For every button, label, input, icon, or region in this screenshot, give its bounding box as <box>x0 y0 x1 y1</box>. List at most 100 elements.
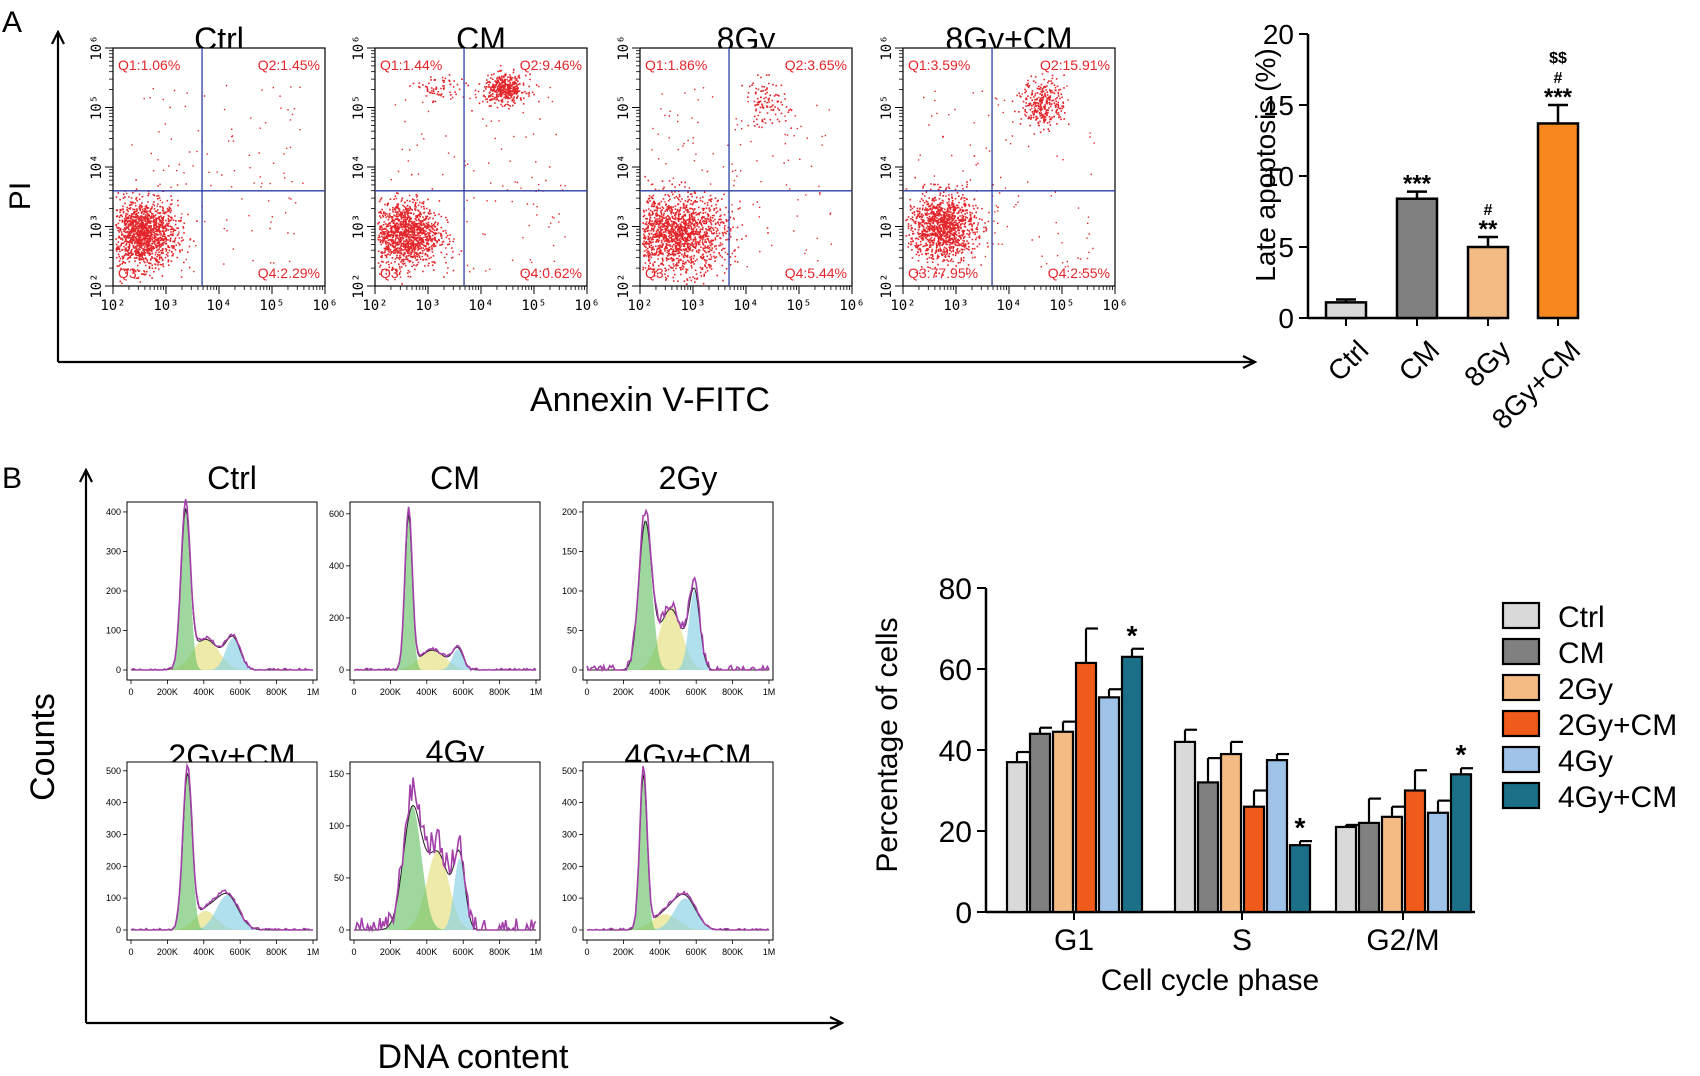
y-tick-label: 10² <box>351 273 367 298</box>
histogram-ytick-label: 500 <box>562 766 577 776</box>
x-tick-label: 10⁶ <box>1102 298 1127 314</box>
chart-b-legend-swatch <box>1501 709 1541 738</box>
histogram-xtick-label: 0 <box>584 947 589 957</box>
x-tick-label: 10⁴ <box>733 298 758 314</box>
quadrant-q4-label: Q4:2.29% <box>258 265 320 281</box>
quadrant-q2-label: Q2:15.91% <box>1040 57 1110 73</box>
histogram-data-line <box>586 508 770 673</box>
quadrant-q2-label: Q2:9.46% <box>520 57 582 73</box>
histogram-xtick-label: 200K <box>380 947 401 957</box>
quadrant-q4-label: Q4:5.44% <box>785 265 847 281</box>
histogram-xtick-label: 800K <box>266 687 287 697</box>
histogram-ytick-label: 400 <box>106 798 121 808</box>
panel-b-y-label: Counts <box>24 693 62 801</box>
flow-plot-4: 8Gy+CM10²10²10³10³10⁴10⁴10⁵10⁵10⁶10⁶Q1:3… <box>879 21 1128 314</box>
histogram-xtick-label: 600K <box>230 947 251 957</box>
y-tick-label: 10⁶ <box>89 35 105 60</box>
histogram-s-phase-fill <box>354 649 536 670</box>
chart-b-xlabel: Cell cycle phase <box>1101 964 1319 997</box>
histogram-ytick-label: 400 <box>562 798 577 808</box>
chart-b-bar-s-4gy <box>1265 759 1289 914</box>
histogram-ytick-label: 150 <box>329 769 344 779</box>
histogram-g2-fill <box>131 895 313 930</box>
histogram-frame <box>126 501 318 681</box>
panel-a-x-label: Annexin V-FITC <box>530 381 770 419</box>
quadrant-q2-label: Q2:3.65% <box>785 57 847 73</box>
y-tick-label: 10² <box>879 273 895 298</box>
y-tick-label: 10² <box>89 273 105 298</box>
histogram-xtick-label: 1M <box>530 947 543 957</box>
flow-plot-1: Ctrl10²10²10³10³10⁴10⁴10⁵10⁵10⁶10⁶Q1:1.0… <box>89 21 338 314</box>
y-tick-label: 10³ <box>879 214 895 239</box>
y-tick-label: 10³ <box>616 214 632 239</box>
histogram-xtick-label: 800K <box>722 947 743 957</box>
x-tick-label: 10⁶ <box>839 298 864 314</box>
histogram-xtick-label: 1M <box>763 687 776 697</box>
late-apoptosis-chart: Late apoptosis (%) 05101520Ctrl***CM**#8… <box>1250 19 1586 435</box>
chart-b-ytick-label: 20 <box>939 816 972 849</box>
chart-b-annotation: * <box>1295 812 1306 843</box>
x-tick-label: 10² <box>627 298 652 314</box>
chart-b-xtick-label: S <box>1232 924 1252 957</box>
x-tick-label: 10³ <box>943 298 968 314</box>
quadrant-q1-label: Q1:1.86% <box>645 57 707 73</box>
chart-b-bar-s-2gycm <box>1242 805 1266 914</box>
x-tick-label: 10⁵ <box>259 298 284 314</box>
histogram-ytick-label: 600 <box>329 509 344 519</box>
histogram-xtick-label: 1M <box>307 947 320 957</box>
panel-a-y-label: PI <box>4 182 37 210</box>
histogram-xtick-label: 400K <box>416 687 437 697</box>
chart-b-bar-g2m-ctrl <box>1334 825 1358 914</box>
quadrant-q1-label: Q1:3.59% <box>908 57 970 73</box>
histogram-ytick-label: 200 <box>562 507 577 517</box>
chart-b-legend-swatch <box>1501 601 1541 630</box>
histogram-xtick-label: 600K <box>686 947 707 957</box>
histogram-ytick-label: 200 <box>106 861 121 871</box>
histogram-ytick-label: 500 <box>106 766 121 776</box>
chart-a-ylabel: Late apoptosis (%) <box>1250 48 1281 281</box>
quadrant-q4-label: Q4:0.62% <box>520 265 582 281</box>
histogram-data-line <box>587 766 770 932</box>
cell-cycle-chart: Percentage of cells Cell cycle phase 0 20… <box>871 573 1677 997</box>
histogram-ytick-label: 50 <box>567 625 577 635</box>
x-tick-label: 10² <box>100 298 125 314</box>
chart-b-bar-s-cm <box>1196 781 1220 914</box>
chart-b-bar-g2m-2gycm <box>1403 789 1427 914</box>
histogram-xtick-label: 400K <box>193 687 214 697</box>
x-tick-label: 10³ <box>415 298 440 314</box>
flow-dot-cloud <box>642 74 832 285</box>
chart-b-annotation: * <box>1456 739 1467 770</box>
chart-b-legend-label: Ctrl <box>1558 601 1605 634</box>
chart-b-bar-g2m-4gy <box>1426 811 1450 914</box>
x-tick-label: 10³ <box>153 298 178 314</box>
chart-b-bar-g1-2gycm <box>1074 661 1098 914</box>
flow-plot-frame <box>639 47 853 287</box>
histogram-ytick-label: 300 <box>106 546 121 556</box>
histogram-ytick-label: 0 <box>116 925 121 935</box>
y-tick-label: 10⁴ <box>351 154 367 179</box>
histogram-xtick-label: 600K <box>686 687 707 697</box>
histogram-1: Ctrl 0 100 200 300 400 0 200K 400K 600K 800K 1M <box>106 460 319 697</box>
chart-b-ytick-label: 60 <box>939 654 972 687</box>
x-tick-label: 10⁴ <box>206 298 231 314</box>
histogram-xtick-label: 800K <box>722 687 743 697</box>
chart-b-xtick-label: G1 <box>1054 924 1094 957</box>
y-tick-label: 10⁵ <box>89 95 105 120</box>
chart-a-annotation: ** <box>1479 216 1498 243</box>
chart-b-xtick-label: G2/M <box>1366 924 1439 957</box>
histogram-xtick-label: 0 <box>128 947 133 957</box>
histogram-ytick-label: 400 <box>106 507 121 517</box>
y-tick-label: 10⁶ <box>351 35 367 60</box>
flow-dots <box>905 73 1095 278</box>
histogram-g2-fill <box>587 898 769 930</box>
chart-b-bar-s-4gycm <box>1288 844 1312 914</box>
chart-a-bar-cm <box>1395 197 1439 320</box>
quadrant-q1-label: Q1:1.06% <box>118 57 180 73</box>
chart-a-bar-ctrl <box>1324 301 1368 320</box>
histogram-xtick-label: 1M <box>307 687 320 697</box>
histogram-ytick-label: 50 <box>334 873 344 883</box>
chart-a-bar-8gycm <box>1536 122 1580 320</box>
chart-b-legend-label: 4Gy+CM <box>1558 781 1677 814</box>
flow-dot-cloud <box>905 73 1095 278</box>
